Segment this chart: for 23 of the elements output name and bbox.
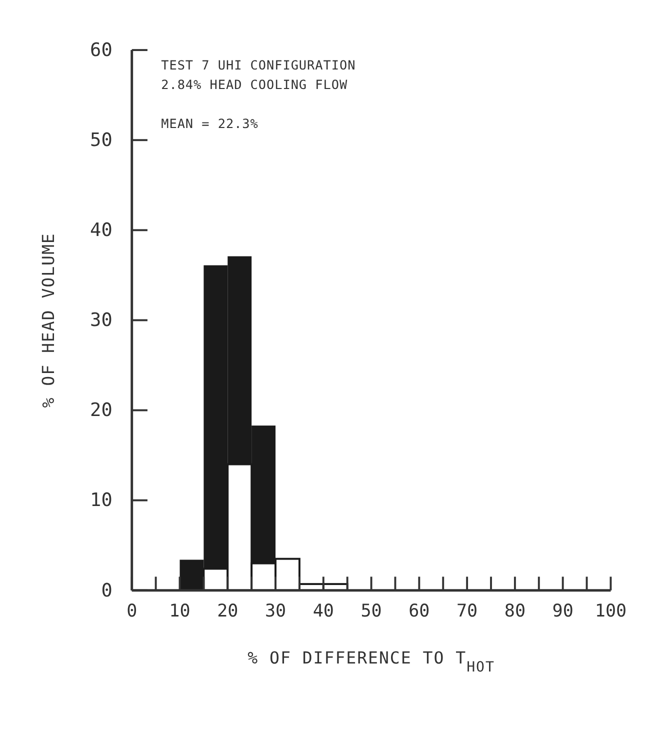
x-tick-label: 70 bbox=[456, 601, 478, 622]
y-tick-label: 40 bbox=[90, 220, 112, 242]
x-tick-label: 80 bbox=[504, 601, 526, 622]
x-tick-label: 40 bbox=[312, 601, 334, 622]
annotation: TEST 7 UHI CONFIGURATION bbox=[161, 58, 356, 73]
x-tick-label: 10 bbox=[169, 601, 190, 622]
x-tick-label: 60 bbox=[408, 601, 430, 622]
x-tick-label: 100 bbox=[594, 601, 627, 622]
y-tick-label: 20 bbox=[90, 400, 112, 422]
y-axis-title: % OF HEAD VOLUME bbox=[38, 232, 58, 408]
x-tick-label: 30 bbox=[264, 601, 286, 622]
x-axis-title: % OF DIFFERENCE TO T$_{HOT}$ bbox=[248, 648, 495, 676]
y-tick-label: 60 bbox=[90, 40, 112, 61]
y-tick-label: 0 bbox=[101, 580, 112, 602]
annotation: MEAN = 22.3% bbox=[161, 116, 258, 132]
x-tick-label: 90 bbox=[552, 601, 574, 622]
x-tick-label: 20 bbox=[217, 601, 238, 622]
y-tick-label: 10 bbox=[90, 490, 112, 512]
x-tick-label: 0 bbox=[126, 601, 138, 622]
annotation: 2.84% HEAD COOLING FLOW bbox=[161, 77, 348, 92]
x-tick-label: 50 bbox=[360, 601, 382, 622]
y-tick-label: 50 bbox=[90, 130, 112, 152]
y-tick-label: 30 bbox=[90, 310, 112, 332]
